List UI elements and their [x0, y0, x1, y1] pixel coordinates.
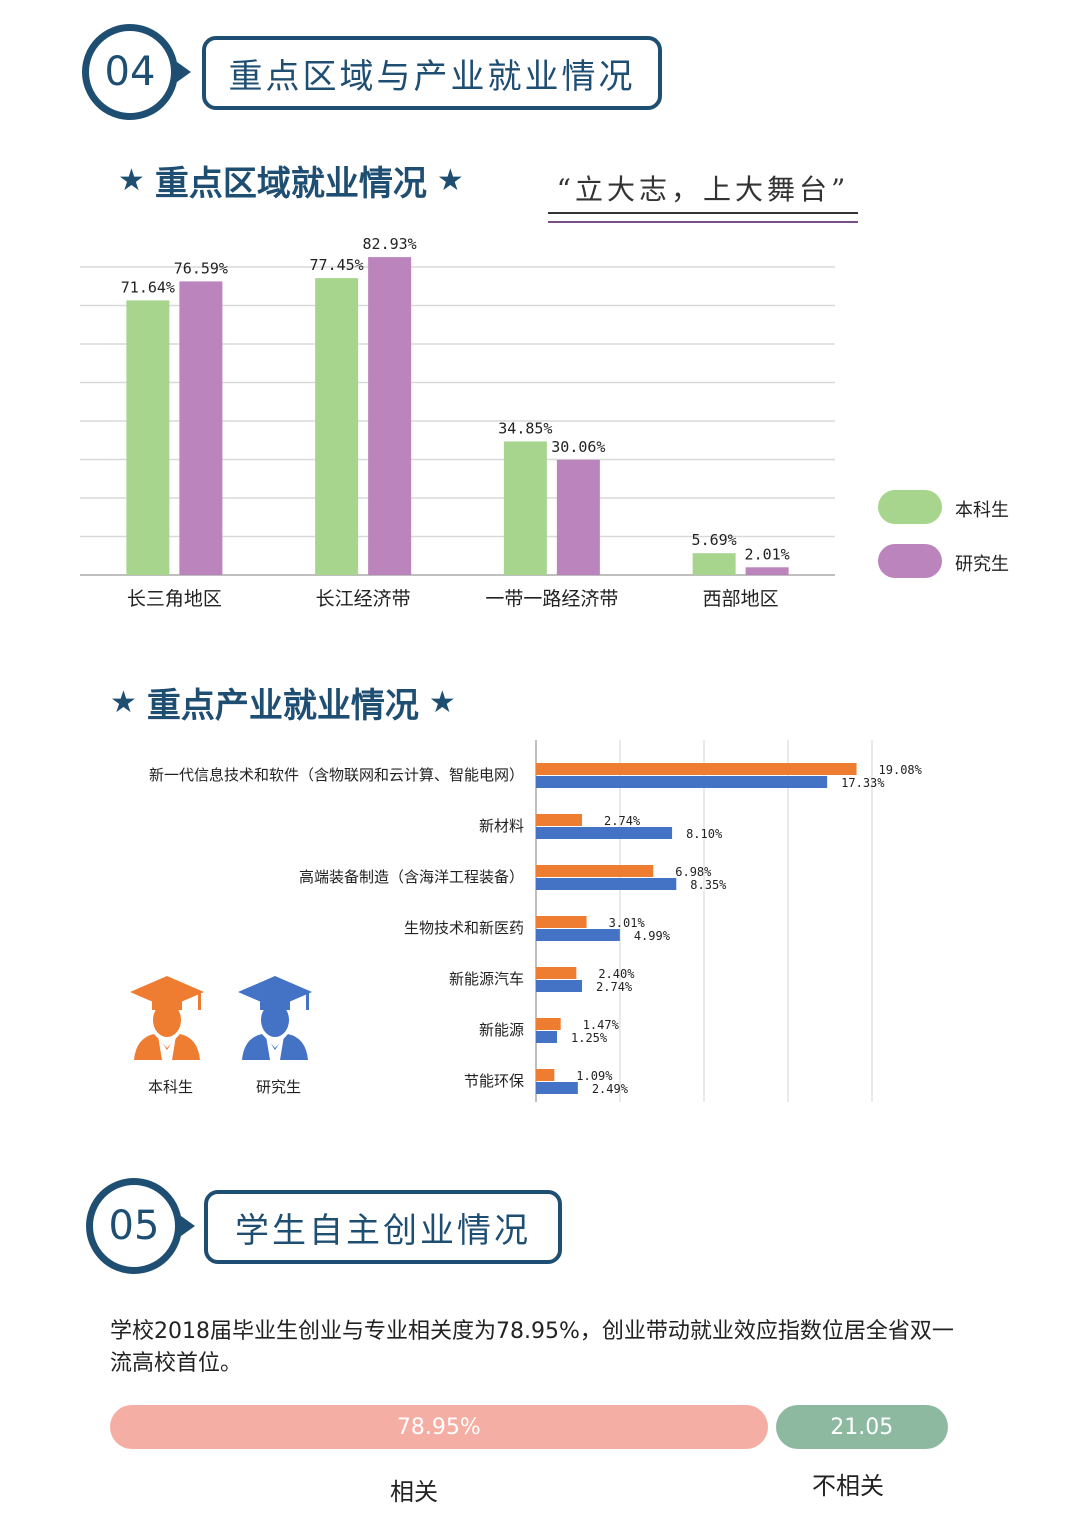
legend-swatch-undergrad [878, 490, 942, 524]
bar-value-label: 5.69% [692, 531, 737, 549]
bar-value-label: 34.85% [498, 419, 552, 437]
category-label: 长江经济带 [316, 588, 411, 610]
bar-value-label: 2.01% [745, 545, 790, 563]
section-05-number: 05 [108, 1203, 160, 1249]
bar-grad [536, 1031, 557, 1043]
industry-subtitle-text: 重点产业就业情况 [146, 686, 419, 726]
bar-value-label: 1.09% [576, 1069, 613, 1083]
region-subtitle: ★ 重点区域就业情况 ★ [118, 156, 464, 205]
related-bar: 78.95% [110, 1405, 768, 1449]
bar-grad [179, 281, 223, 575]
section-04-number: 04 [104, 49, 156, 95]
region-bar-chart: 71.64%76.59% 长三角地区 77.45% 82.93% 长江经济带 34.85%… [80, 235, 835, 610]
bar-value-label: 4.99% [634, 929, 671, 943]
undergrad-graduate-icon [130, 976, 204, 1060]
bar-value-label: 71.64% [121, 278, 175, 296]
bar-undergrad [536, 763, 857, 775]
section-04-badge: 04 [82, 24, 191, 120]
grad-icon-label: 研究生 [256, 1078, 302, 1096]
entrepreneurship-description: 学校2018届毕业生创业与专业相关度为78.95%，创业带动就业效应指数位居全省… [110, 1319, 954, 1376]
bar-grad [536, 776, 828, 788]
category-label: 高端装备制造（含海洋工程装备） [299, 868, 524, 886]
legend-swatch-grad [878, 544, 942, 578]
bar-grad [536, 878, 677, 890]
bar-grad [536, 827, 673, 839]
industry-subtitle: ★ 重点产业就业情况 ★ [110, 678, 456, 727]
related-label: 相关 [390, 1478, 438, 1506]
category-label: 新一代信息技术和软件（含物联网和云计算、智能电网） [149, 766, 524, 784]
star-icon: ★ [110, 685, 137, 720]
slogan: “立大志，上大舞台” [556, 173, 850, 206]
category-label: 生物技术和新医药 [404, 919, 524, 937]
bar-value-label: 2.74% [596, 980, 633, 994]
bar-value-label: 30.06% [551, 438, 605, 456]
bar-value-label: 19.08% [879, 763, 923, 777]
bar-grad [536, 980, 583, 992]
star-icon: ★ [118, 163, 145, 198]
region-subtitle-text: 重点区域就业情况 [154, 164, 427, 204]
star-icon: ★ [428, 685, 456, 720]
unrelated-label: 不相关 [812, 1472, 884, 1500]
legend-label-grad: 研究生 [955, 554, 1009, 575]
bar-value-label: 2.74% [604, 814, 641, 828]
category-label: 新能源汽车 [449, 970, 524, 988]
legend-label-undergrad: 本科生 [955, 500, 1009, 521]
bar-undergrad [315, 278, 359, 575]
section-04-title: 重点区域与产业就业情况 [202, 36, 662, 110]
bar-grad [556, 459, 600, 575]
bar-grad [745, 567, 789, 575]
category-label: 西部地区 [703, 588, 779, 610]
grad-graduate-icon [238, 976, 312, 1060]
industry-bar-chart: 新一代信息技术和软件（含物联网和云计算、智能电网） 19.08%17.33% 新材料… [149, 740, 923, 1102]
slogan-underline [548, 212, 858, 214]
category-label: 一带一路经济带 [485, 588, 618, 610]
bar-value-label: 8.10% [686, 827, 723, 841]
bar-value-label: 82.93% [363, 235, 417, 253]
bar-undergrad [536, 865, 654, 877]
section-05-badge: 05 [86, 1178, 195, 1274]
bar-value-label: 6.98% [675, 865, 712, 879]
bar-value-label: 1.25% [571, 1031, 608, 1045]
bar-undergrad [126, 300, 170, 575]
bar-undergrad [536, 1069, 555, 1081]
bar-value-label: 77.45% [310, 256, 364, 274]
unrelated-bar: 21.05 [775, 1405, 948, 1449]
bar-undergrad [536, 967, 577, 979]
section-05-title: 学生自主创业情况 [204, 1190, 562, 1264]
bar-undergrad [536, 916, 587, 928]
bar-undergrad [536, 814, 583, 826]
category-label: 节能环保 [464, 1072, 524, 1090]
slogan-underline-accent [548, 221, 858, 223]
bar-value-label: 3.01% [609, 916, 646, 930]
bar-grad [536, 929, 620, 941]
bar-value-label: 2.49% [592, 1082, 629, 1096]
category-label: 长三角地区 [127, 588, 222, 610]
category-label: 新材料 [479, 817, 524, 835]
bar-grad [368, 257, 412, 575]
bar-value-label: 17.33% [841, 776, 885, 790]
related-value-label: 78.95% [396, 1414, 481, 1440]
undergrad-icon-label: 本科生 [148, 1078, 194, 1096]
bar-value-label: 76.59% [174, 259, 228, 277]
bar-undergrad [503, 441, 547, 575]
bar-value-label: 1.47% [583, 1018, 620, 1032]
unrelated-value-label: 21.05 [830, 1414, 894, 1440]
category-label: 新能源 [479, 1021, 524, 1039]
bar-value-label: 8.35% [690, 878, 727, 892]
bar-grad [536, 1082, 578, 1094]
bar-value-label: 2.40% [598, 967, 635, 981]
star-icon: ★ [436, 163, 464, 198]
bar-undergrad [536, 1018, 561, 1030]
bar-undergrad [692, 553, 736, 575]
